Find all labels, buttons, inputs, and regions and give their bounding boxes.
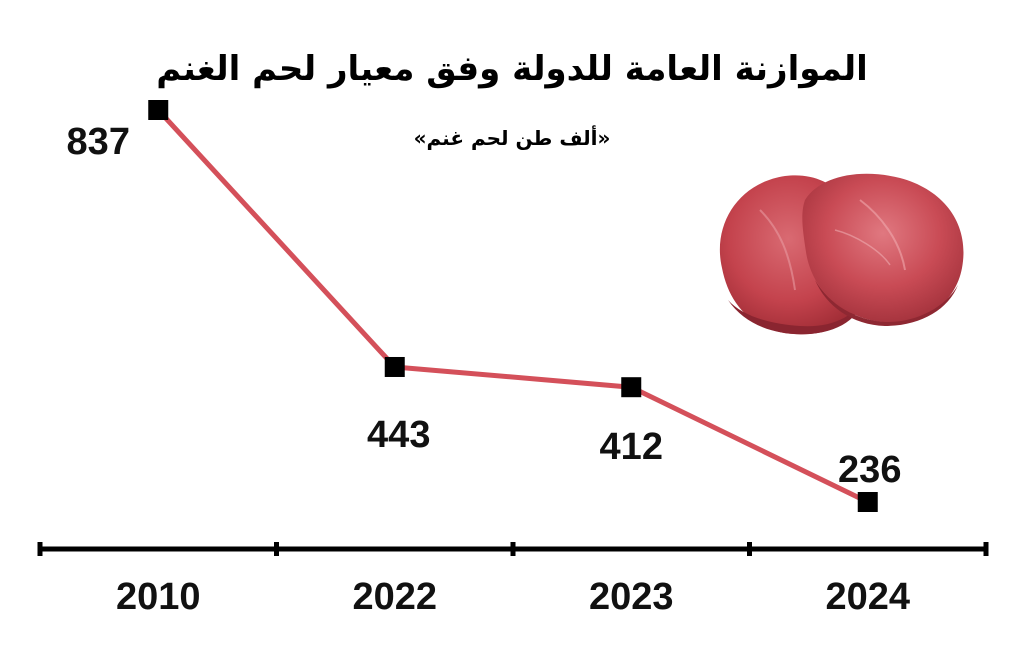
x-tick-label-2010: 2010 <box>116 576 201 618</box>
markers-group <box>148 100 878 512</box>
data-point-2022 <box>384 356 405 377</box>
data-label-2024: 236 <box>838 449 901 491</box>
meat-steak-icon <box>719 173 964 335</box>
series-line-group <box>156 108 869 505</box>
data-label-2022: 443 <box>367 414 430 456</box>
x-tick-label-2023: 2023 <box>589 576 674 618</box>
data-point-2024 <box>857 492 878 512</box>
data-label-2010: 837 <box>67 121 130 163</box>
data-point-2023 <box>621 377 642 398</box>
data-label-2023: 412 <box>600 426 663 468</box>
series-line <box>156 108 869 505</box>
data-point-2010 <box>148 100 169 120</box>
value-labels-group: 837 443 412 236 <box>67 121 902 491</box>
x-tick-label-2024: 2024 <box>825 576 910 618</box>
tick-labels-group: 2010 2022 2023 2024 <box>116 576 910 618</box>
chart-subtitle: «ألف طن لحم غنم» <box>414 124 611 150</box>
chart-title: الموازنة العامة للدولة وفق معيار لحم الغ… <box>156 49 868 89</box>
x-axis <box>37 542 989 556</box>
x-tick-label-2022: 2022 <box>352 576 437 618</box>
